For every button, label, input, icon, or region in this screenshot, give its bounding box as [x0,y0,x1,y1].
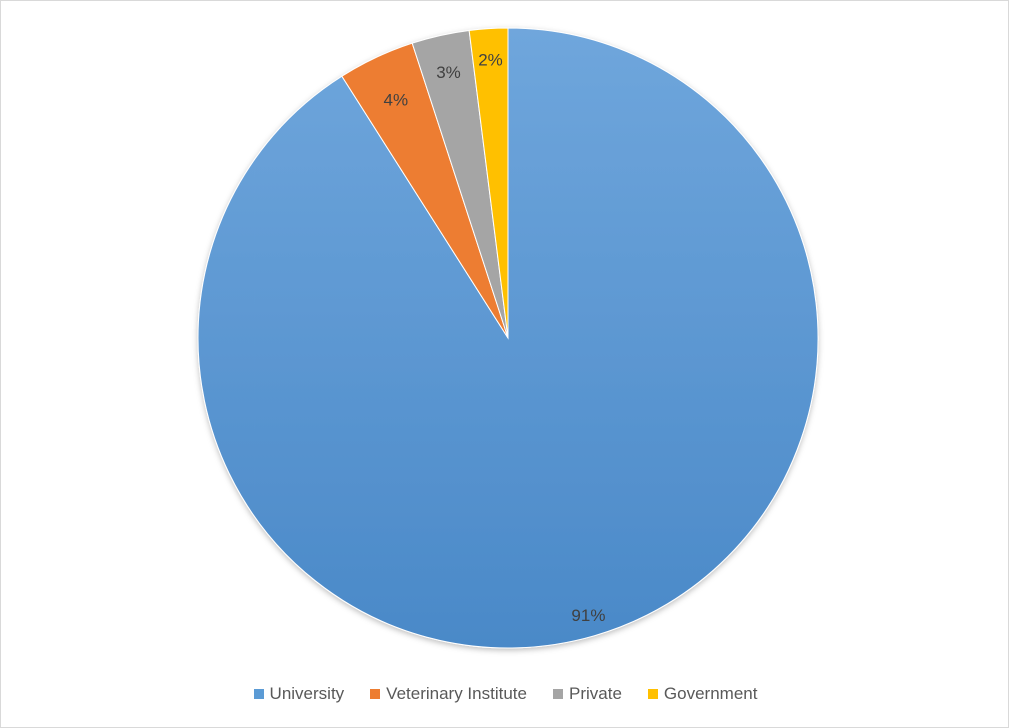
legend-swatch-veterinary-institute [370,689,381,699]
data-label-private: 3% [436,63,461,82]
legend-label-government: Government [663,684,758,703]
pie-chart: 91% 4% 3% 2% [197,27,819,649]
legend-label-university: University [269,684,345,703]
legend-swatch-private [552,689,563,699]
pie-slice-government [468,27,509,339]
data-label-government: 2% [478,51,503,70]
legend-item-government: Government [647,684,758,704]
data-label-university: 91% [571,606,605,625]
legend-item-veterinary-institute: Veterinary Institute [370,684,527,704]
legend-label-private: Private [568,684,622,703]
legend-swatch-government [647,689,658,699]
chart-legend: University Veterinary Institute Private … [1,681,1009,707]
legend-swatch-university [253,689,264,699]
legend-label-veterinary-institute: Veterinary Institute [386,684,527,703]
legend-item-private: Private [552,684,622,704]
data-label-veterinary-institute: 4% [384,91,409,110]
legend-item-university: University [253,684,345,704]
